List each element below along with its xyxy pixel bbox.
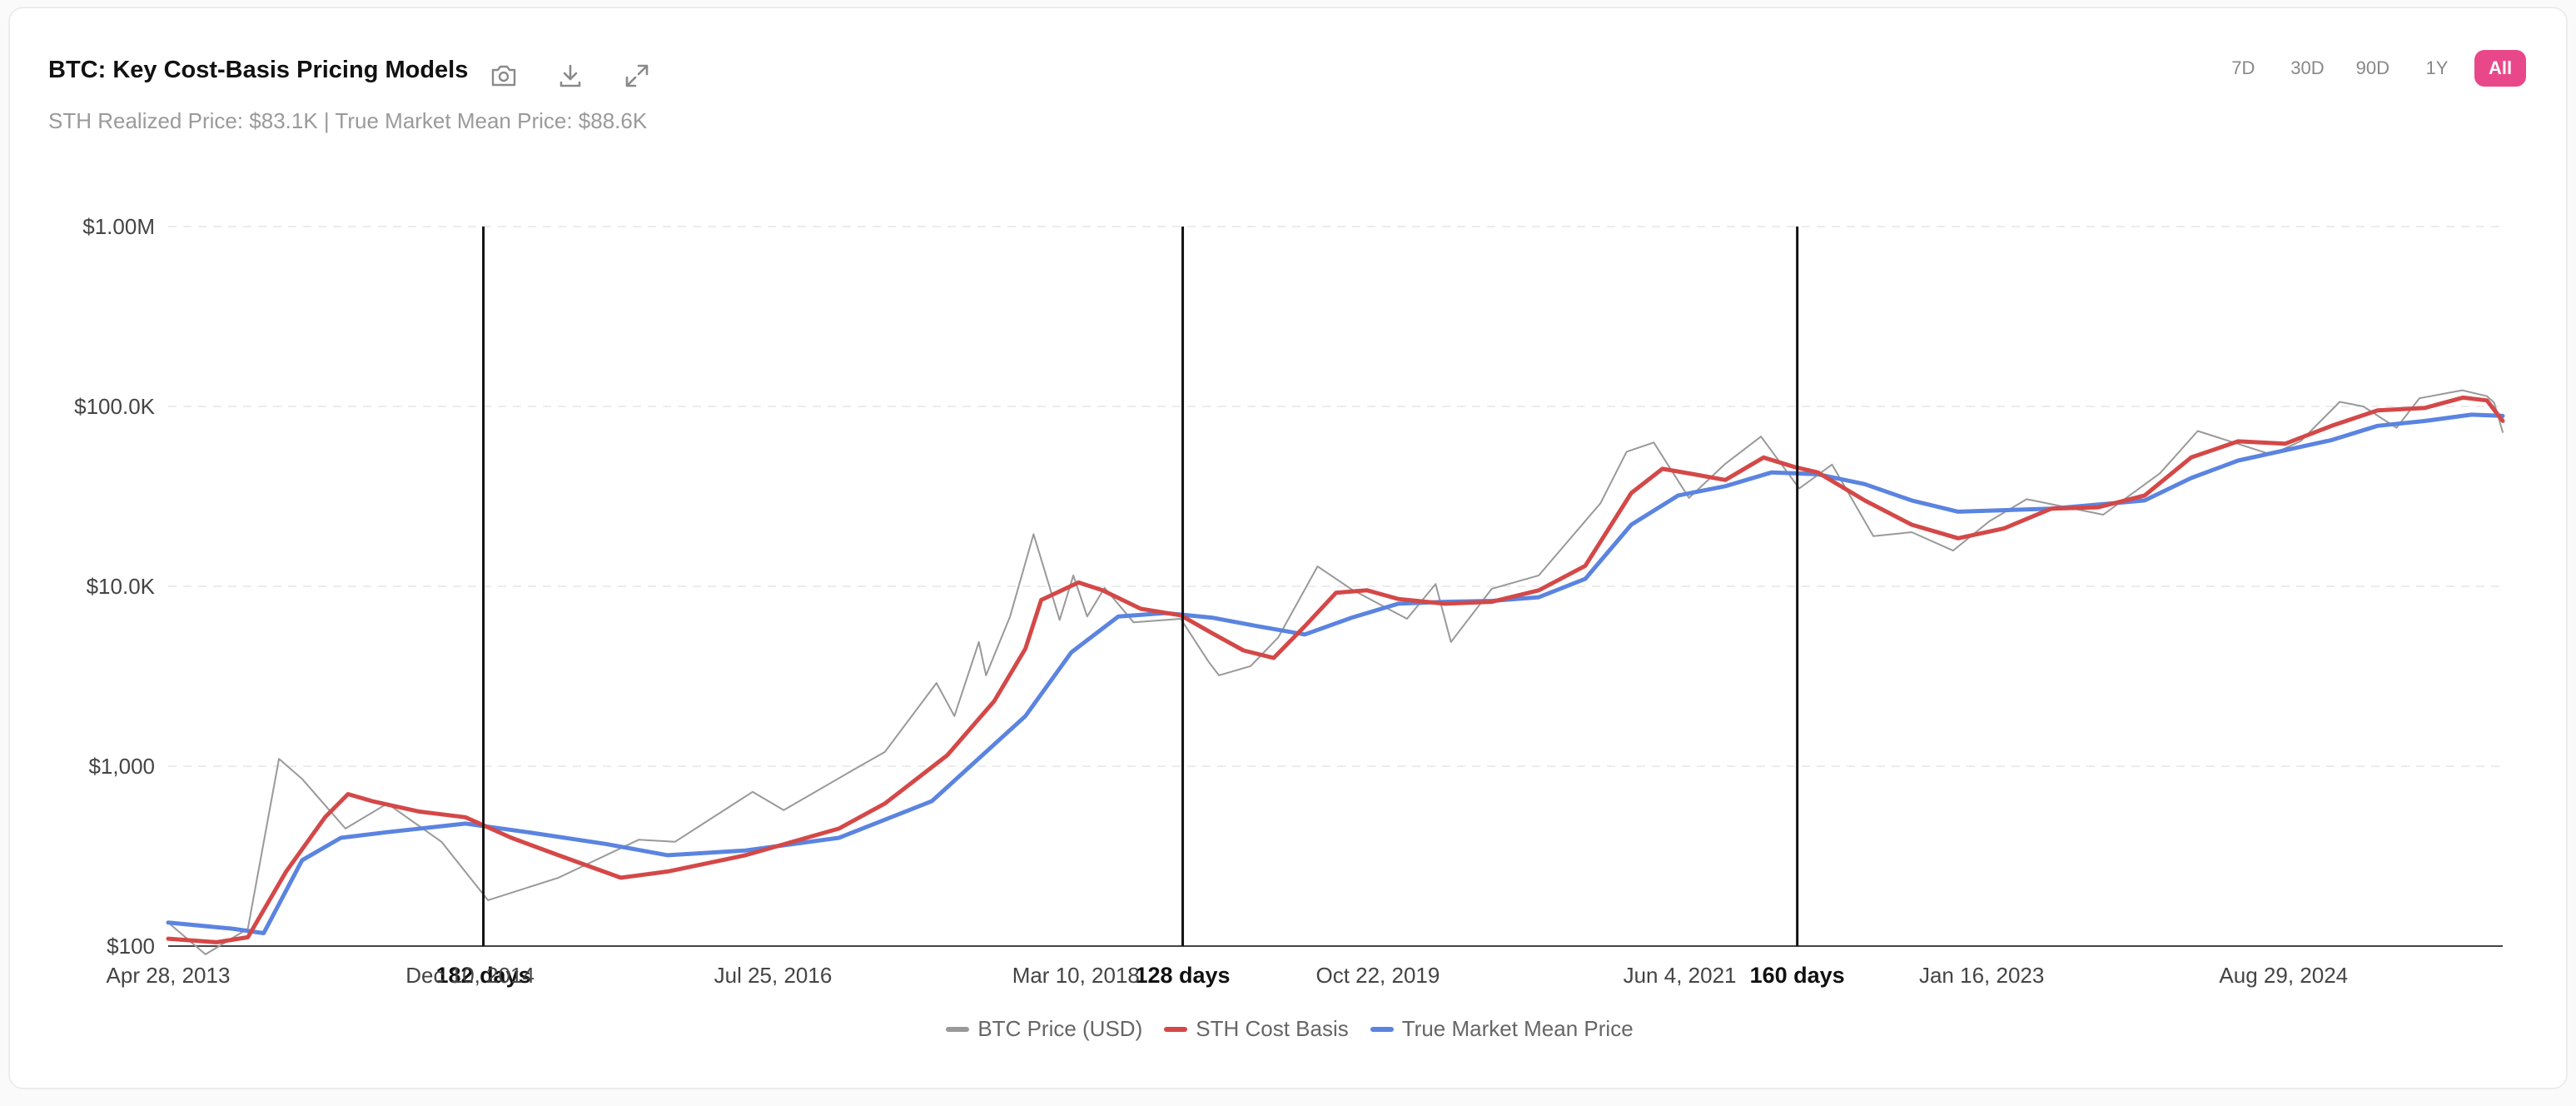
chart-subtitle: STH Realized Price: $83.1K | True Market… [48,108,648,133]
y-tick-label: $10.0K [87,574,156,599]
legend-label: True Market Mean Price [1401,1016,1634,1041]
chart-card: BTC: Key Cost-Basis Pricing Models STH R… [8,7,2568,1089]
chart-legend: BTC Price (USD) STH Cost Basis True Mark… [10,1016,2569,1042]
camera-icon[interactable] [486,58,521,93]
x-tick-label: Dec 10, 2014 [405,963,535,988]
download-icon[interactable] [553,58,588,93]
y-tick-label: $100.0K [74,394,156,419]
legend-label: STH Cost Basis [1196,1016,1349,1041]
legend-swatch [1370,1026,1394,1032]
range-all[interactable]: All [2474,50,2526,87]
y-tick-label: $1.00M [82,214,155,239]
x-tick-label: Jul 25, 2016 [714,963,833,988]
annotation-label: 182 days [436,963,531,988]
grid-lines [168,226,2503,947]
x-tick-label: Jan 16, 2023 [1919,963,2044,988]
legend-swatch [1164,1026,1188,1032]
series-line-sth [166,395,2505,944]
chart-series [166,389,2505,955]
y-axis: $100 $1,000 $10.0K $100.0K $1.00M [74,214,156,959]
chart-annotations: 182 days 128 days 160 days [436,227,1845,988]
x-tick-label: Jun 4, 2021 [1624,963,1737,988]
series-line-btc [167,389,2504,955]
x-tick-label: Mar 10, 2018 [1012,963,1140,988]
legend-sth-cost-basis[interactable]: STH Cost Basis [1164,1016,1349,1042]
y-tick-label: $100 [107,934,155,959]
range-90d[interactable]: 90D [2355,57,2390,78]
legend-btc-price[interactable]: BTC Price (USD) [946,1016,1142,1042]
price-chart[interactable]: $100 $1,000 $10.0K $100.0K $1.00M 182 days 12… [10,8,2569,999]
toolbar [486,58,654,93]
series-line-tmm [166,412,2505,935]
legend-swatch [946,1026,970,1032]
range-7d[interactable]: 7D [2231,57,2255,78]
page-title: BTC: Key Cost-Basis Pricing Models [48,57,469,83]
range-30d[interactable]: 30D [2290,57,2325,78]
expand-icon[interactable] [619,58,654,93]
range-1y[interactable]: 1Y [2425,57,2449,78]
legend-label: BTC Price (USD) [977,1016,1143,1041]
y-tick-label: $1,000 [88,754,155,779]
annotation-label: 160 days [1750,963,1845,988]
x-tick-label: Apr 28, 2013 [107,963,231,988]
x-tick-label: Oct 22, 2019 [1315,963,1440,988]
x-axis: Apr 28, 2013 Dec 10, 2014 Jul 25, 2016 Mar … [107,963,2349,988]
time-range-selector: 7D 30D 90D 1Y All [2217,50,2526,87]
x-tick-label: Aug 29, 2024 [2219,963,2348,988]
annotation-label: 128 days [1135,963,1230,988]
legend-true-market-mean[interactable]: True Market Mean Price [1370,1016,1634,1042]
